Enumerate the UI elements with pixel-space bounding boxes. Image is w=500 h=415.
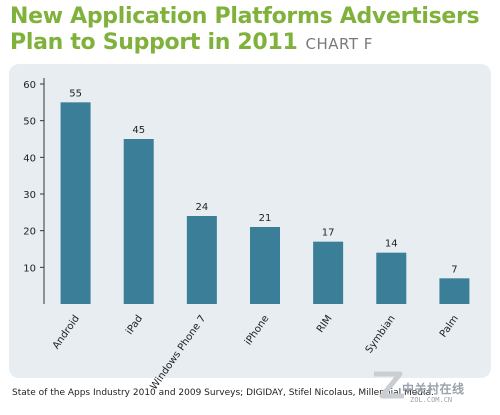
x-tick-label: iPad: [124, 313, 145, 336]
x-tick-label: Symbian: [364, 313, 398, 355]
x-tick-label: RIM: [315, 313, 335, 334]
data-label: 7: [451, 264, 457, 275]
data-label: 21: [259, 213, 272, 224]
y-tick-label: 50: [23, 117, 36, 128]
x-tick-label: Android: [51, 313, 82, 351]
bar-android: [60, 102, 91, 304]
y-tick-label: 20: [23, 227, 36, 238]
title-line-1: New Application Platforms Advertisers: [10, 4, 480, 29]
data-label: 45: [132, 125, 145, 136]
watermark-url: ZOL.COM.CN: [410, 396, 453, 404]
watermark-logo: [374, 371, 404, 399]
watermark-text: 中关村在线: [402, 382, 465, 396]
y-tick-label: 60: [23, 80, 36, 91]
title-line-2-row: Plan to Support in 2011 CHART F: [10, 30, 490, 57]
bar-palm: [439, 278, 470, 304]
y-tick-label: 40: [23, 153, 36, 164]
data-label: 17: [322, 228, 335, 239]
bar-rim: [313, 241, 344, 304]
title-line-2: Plan to Support in 2011: [10, 30, 298, 55]
bar-windows-phone-7: [186, 216, 217, 304]
bar-symbian: [376, 252, 407, 304]
y-tick-label: 30: [23, 190, 36, 201]
x-tick-label: iPhone: [243, 313, 271, 347]
data-label: 55: [69, 88, 82, 99]
data-label: 14: [385, 239, 398, 250]
chart-title: New Application Platforms Advertisers Pl…: [10, 4, 490, 57]
data-label: 24: [195, 202, 208, 213]
chart-label: CHART F: [305, 35, 373, 53]
x-tick-label: Palm: [438, 313, 461, 339]
watermark: 中关村在线 ZOL.COM.CN: [370, 366, 496, 410]
bar-ipad: [123, 139, 154, 304]
x-tick-label: Windows Phone 7: [149, 313, 209, 392]
y-tick-label: 10: [23, 263, 36, 274]
bar-iphone: [250, 227, 280, 304]
source-note: State of the Apps Industry 2010 and 2009…: [12, 388, 434, 398]
